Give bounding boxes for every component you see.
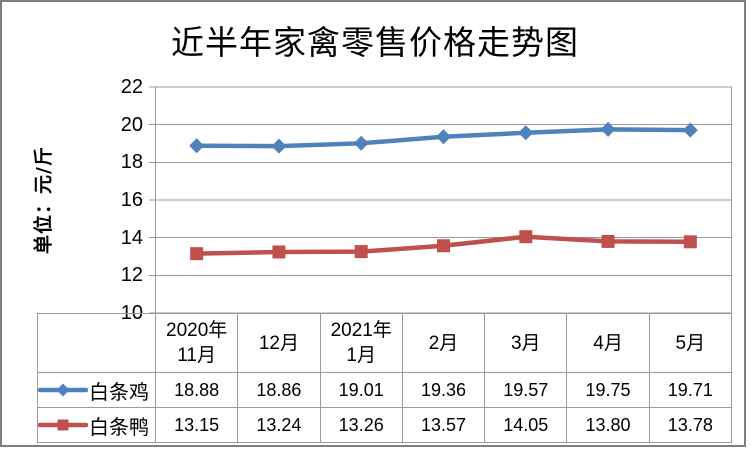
table-header-cell: 4月 <box>566 313 650 373</box>
y-axis-tick-label: 22 <box>120 76 143 98</box>
category-label: 2020年 <box>166 320 228 341</box>
value-cell: 13.78 <box>648 407 732 443</box>
table-header-cell: 5月 <box>648 313 732 373</box>
y-axis-tick-label: 12 <box>120 264 143 287</box>
category-label: 2021年 <box>330 320 392 341</box>
data-point-marker <box>437 239 450 253</box>
table-corner-blank <box>37 313 156 373</box>
table-header-cell: 2月 <box>401 313 486 373</box>
data-point-marker <box>272 245 286 259</box>
data-point-marker <box>519 230 533 244</box>
value-cell: 19.71 <box>648 372 732 408</box>
table-header-cell: 2021年 1月 <box>319 313 403 373</box>
data-point-marker <box>353 135 369 151</box>
value-cell: 19.01 <box>319 372 403 408</box>
data-point-marker <box>436 129 451 145</box>
category-label: 5月 <box>675 332 706 354</box>
category-label: 3月 <box>510 332 541 354</box>
data-point-marker <box>600 121 616 137</box>
value-cell: 13.80 <box>566 407 650 443</box>
chart-title: 近半年家禽零售价格走势图 <box>171 23 579 62</box>
legend-diamond-marker <box>56 383 70 397</box>
table-row: 白条鸡 18.88 18.86 19.01 19.36 19.57 19.75 19.71 <box>37 372 732 408</box>
data-point-marker <box>189 138 205 154</box>
value-cell: 18.88 <box>154 372 239 408</box>
data-point-marker <box>354 245 368 259</box>
y-axis-tick-label: 14 <box>120 226 143 249</box>
value-cell: 14.05 <box>484 407 568 443</box>
value-cell: 18.86 <box>237 372 321 408</box>
data-point-marker <box>190 247 204 261</box>
y-axis-tick-label: 20 <box>120 113 143 136</box>
series-name-label: 白条鸭 <box>89 414 149 439</box>
table-header-cell: 12月 <box>237 313 321 373</box>
data-point-marker <box>601 234 615 248</box>
category-label: 4月 <box>593 332 623 354</box>
y-axis-tick-label: 18 <box>120 151 143 174</box>
table-header-cell: 2020年 11月 <box>154 313 239 373</box>
table-row: 白条鸭 13.15 13.24 13.26 13.57 14.05 13.80 13.78 <box>37 407 732 443</box>
y-axis-title: 单位：元/斤 <box>32 146 55 254</box>
y-axis-tick-label: 16 <box>120 189 143 211</box>
value-cell: 19.57 <box>484 372 568 408</box>
category-label: 1月 <box>346 345 376 366</box>
data-point-marker <box>682 122 698 138</box>
value-cell: 13.24 <box>237 407 321 443</box>
legend-cell: 白条鸡 <box>37 372 156 408</box>
value-cell: 13.57 <box>401 407 486 443</box>
legend-key-icon <box>38 419 88 431</box>
series-name-label: 白条鸡 <box>89 379 149 404</box>
value-cell: 19.75 <box>566 372 650 408</box>
data-point-marker <box>518 125 534 141</box>
legend-cell: 白条鸭 <box>37 407 156 443</box>
category-label: 11月 <box>177 345 216 366</box>
legend-key-icon <box>38 383 88 397</box>
value-cell: 13.26 <box>319 407 403 443</box>
data-point-marker <box>683 235 697 249</box>
category-label: 2月 <box>428 332 459 354</box>
category-label: 12月 <box>258 332 299 354</box>
data-point-marker <box>271 138 287 154</box>
value-cell: 19.36 <box>401 372 486 408</box>
data-table: 2020年 11月 12月 2021年 1月 2月 3月 4月 5月 白条鸡 18.88 18.86 1… <box>37 313 732 443</box>
plot-area <box>149 86 732 314</box>
table-header-cell: 3月 <box>484 313 568 373</box>
value-cell: 13.15 <box>154 407 239 443</box>
legend-square-marker <box>57 419 69 431</box>
